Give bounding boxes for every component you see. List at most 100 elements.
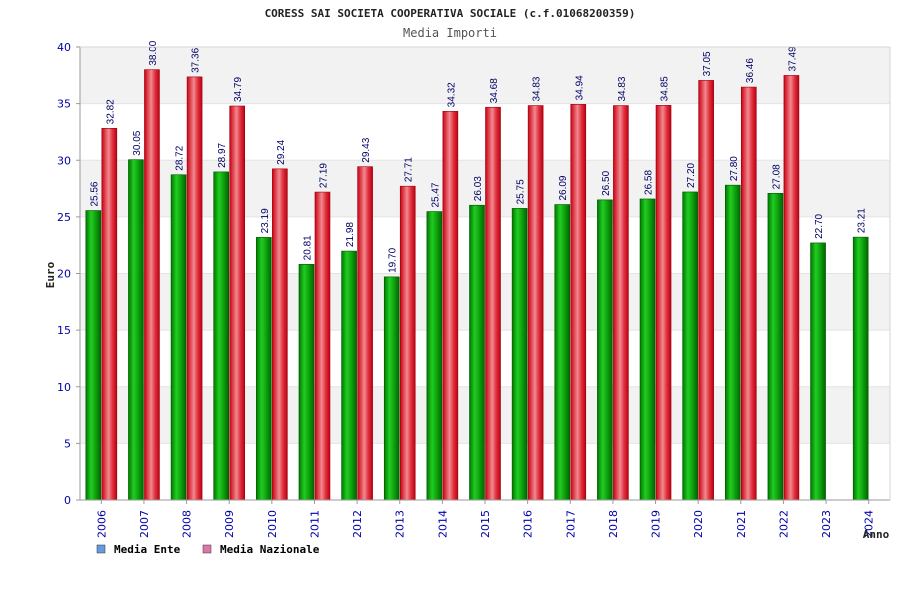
label-media-nazionale-2016: 34.83 — [532, 76, 543, 101]
legend: Media Ente Media Nazionale — [96, 543, 320, 556]
label-media-nazionale-2011: 27.19 — [318, 163, 329, 188]
label-media-nazionale-2007: 38.00 — [148, 40, 159, 65]
bar-media-ente-2023 — [810, 242, 826, 501]
bar-media-ente-2012 — [341, 250, 357, 501]
label-media-ente-2023: 22.70 — [814, 213, 825, 238]
bar-media-nazionale-2014 — [442, 111, 459, 501]
label-media-ente-2008: 28.72 — [175, 145, 186, 170]
bar-media-ente-2024 — [852, 236, 869, 501]
x-tick-label: 2007 — [138, 510, 151, 538]
bar-media-ente-2018 — [597, 199, 613, 501]
x-tick-label: 2023 — [820, 510, 833, 538]
x-axis-label: Anno — [863, 528, 890, 541]
bar-media-nazionale-2013 — [399, 185, 416, 501]
x-tick-label: 2019 — [650, 510, 663, 538]
bar-media-ente-2009 — [213, 171, 230, 501]
y-tick-label: 5 — [64, 437, 71, 450]
bar-media-nazionale-2010 — [272, 168, 288, 501]
label-media-ente-2009: 28.97 — [217, 142, 228, 167]
label-media-ente-2006: 25.56 — [89, 181, 100, 206]
x-tick-label: 2013 — [394, 510, 407, 538]
x-tick-label: 2012 — [351, 510, 364, 538]
chart-subtitle: Media Importi — [403, 26, 497, 40]
label-media-nazionale-2018: 34.83 — [617, 76, 628, 101]
x-tick-labels: 2006 2007 2008 2009 2010 2011 2012 2013 2014 2015… — [95, 510, 875, 538]
bar-media-nazionale-2015 — [485, 106, 501, 501]
bar-media-ente-2015 — [469, 204, 485, 501]
bar-media-nazionale-2019 — [655, 105, 672, 501]
legend-swatch-media-ente — [96, 544, 106, 554]
bar-media-nazionale-2017 — [570, 104, 587, 501]
label-media-ente-2022: 27.08 — [771, 164, 782, 189]
legend-swatch-media-nazionale — [202, 544, 212, 554]
bar-media-nazionale-2008 — [186, 76, 203, 501]
label-media-ente-2021: 27.80 — [729, 156, 740, 181]
y-tick-label: 35 — [57, 98, 71, 111]
x-tick-label: 2006 — [95, 510, 108, 538]
bar-media-nazionale-2018 — [613, 105, 629, 501]
bar-media-ente-2008 — [170, 174, 187, 501]
label-media-ente-2015: 26.03 — [473, 176, 484, 201]
y-tick-label: 40 — [57, 41, 71, 54]
x-tick-label: 2022 — [777, 510, 790, 538]
x-tick-label: 2015 — [479, 510, 492, 538]
label-media-nazionale-2012: 29.43 — [361, 137, 372, 162]
axes — [76, 46, 891, 504]
bar-media-nazionale-2009 — [229, 105, 246, 501]
label-media-ente-2017: 26.09 — [558, 175, 569, 200]
x-tick-label: 2014 — [436, 510, 449, 538]
label-media-nazionale-2022: 37.49 — [787, 46, 798, 71]
bar-media-nazionale-2011 — [314, 191, 331, 501]
label-media-nazionale-2015: 34.68 — [489, 78, 500, 103]
label-media-ente-2019: 26.58 — [644, 170, 655, 195]
label-media-ente-2024: 23.21 — [857, 208, 868, 233]
bar-media-nazionale-2016 — [527, 105, 544, 501]
x-tick-label: 2024 — [863, 510, 876, 538]
label-media-ente-2018: 26.50 — [601, 170, 612, 195]
label-media-ente-2013: 19.70 — [388, 247, 399, 272]
bar-media-nazionale-2006 — [101, 128, 118, 501]
x-tick-label: 2009 — [223, 510, 236, 538]
label-media-ente-2011: 20.81 — [302, 235, 313, 260]
bar-media-nazionale-2021 — [740, 86, 757, 501]
bar-media-ente-2010 — [256, 237, 272, 501]
x-tick-label: 2016 — [522, 510, 535, 538]
x-tick-label: 2008 — [181, 510, 194, 538]
label-media-nazionale-2020: 37.05 — [702, 51, 713, 76]
label-media-ente-2007: 30.05 — [132, 130, 143, 155]
data-labels: 25.56 30.05 28.72 28.97 23.19 20.81 21.98 19.70… — [89, 40, 867, 273]
label-media-nazionale-2017: 34.94 — [574, 75, 585, 100]
label-media-nazionale-2010: 29.24 — [276, 139, 287, 164]
bar-media-ente-2017 — [554, 204, 571, 501]
y-tick-label: 20 — [57, 268, 71, 281]
label-media-ente-2010: 23.19 — [260, 208, 271, 233]
label-media-nazionale-2008: 37.36 — [191, 47, 202, 72]
label-media-nazionale-2006: 32.82 — [105, 99, 116, 124]
x-tick-label: 2020 — [692, 510, 705, 538]
y-tick-label: 30 — [57, 154, 71, 167]
label-media-nazionale-2014: 34.32 — [446, 82, 457, 107]
legend-label-media-nazionale: Media Nazionale — [220, 543, 320, 556]
x-tick-label: 2011 — [308, 510, 321, 538]
x-tick-label: 2017 — [564, 510, 577, 538]
label-media-ente-2014: 25.47 — [430, 182, 441, 207]
bar-media-ente-2021 — [724, 184, 741, 501]
chart-title: CORESS SAI SOCIETA COOPERATIVA SOCIALE (… — [265, 7, 636, 20]
y-axis-label: Euro — [44, 261, 57, 288]
bar-media-nazionale-2012 — [357, 166, 373, 501]
y-tick-label: 15 — [57, 324, 71, 337]
bar-media-nazionale-2020 — [698, 80, 714, 501]
bar-media-nazionale-2022 — [783, 75, 800, 501]
legend-label-media-ente: Media Ente — [114, 543, 181, 556]
label-media-ente-2016: 25.75 — [516, 179, 527, 204]
y-tick-label: 10 — [57, 381, 71, 394]
y-tick-labels: 0 5 10 15 20 25 30 35 40 — [57, 41, 71, 507]
bar-media-ente-2013 — [383, 276, 400, 501]
label-media-ente-2020: 27.20 — [686, 162, 697, 187]
x-tick-label: 2010 — [266, 510, 279, 538]
label-media-nazionale-2019: 34.85 — [660, 76, 671, 101]
bar-media-ente-2019 — [639, 198, 656, 501]
bar-media-nazionale-2007 — [144, 69, 160, 501]
x-tick-label: 2018 — [607, 510, 620, 538]
